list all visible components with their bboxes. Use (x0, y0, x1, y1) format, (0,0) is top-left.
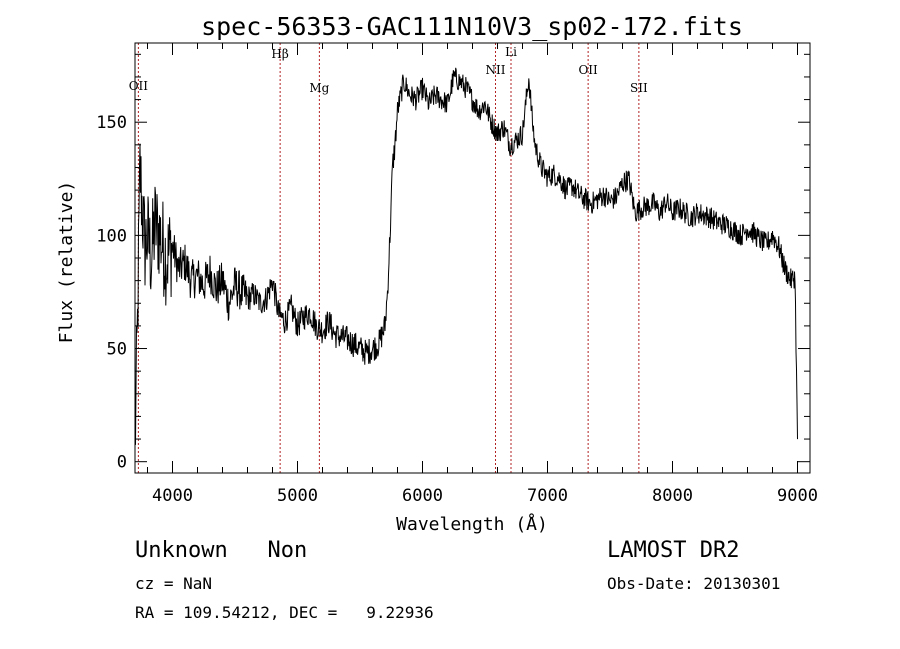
y-tick-label: 0 (117, 453, 127, 473)
x-tick-label: 6000 (402, 486, 443, 506)
marker-label: NII (486, 63, 506, 77)
marker-label: OII (578, 63, 598, 77)
x-tick-label: 7000 (527, 486, 568, 506)
marker-label: SII (630, 81, 648, 95)
x-tick-label: 5000 (277, 486, 318, 506)
plot-frame (134, 42, 811, 474)
marker-label: Hβ (271, 47, 288, 61)
y-tick-label: 150 (96, 113, 127, 133)
info-redshift: cz = NaN (135, 574, 213, 593)
y-tick-label: 100 (96, 226, 127, 246)
x-tick-label: 8000 (652, 486, 693, 506)
marker-label: Mg (309, 81, 329, 95)
info-obs-date: Obs-Date: 20130301 (607, 574, 781, 593)
y-tick-label: 50 (107, 340, 127, 360)
x-axis-label: Wavelength (Å) (396, 513, 548, 535)
axis-ticks: 4000 5000 6000 7000 8000 9000 0 50 100 150 (96, 43, 818, 506)
info-object-type: Unknown Non (135, 538, 308, 563)
y-axis-label: Flux (relative) (56, 181, 77, 344)
marker-label: OII (129, 79, 149, 93)
info-coordinates: RA = 109.54212, DEC = 9.22936 (135, 603, 434, 622)
emission-line-markers: OII Hβ Mg NII Li OII SII (129, 43, 648, 473)
chart-title: spec-56353-GAC111N10V3_sp02-172.fits (201, 12, 743, 41)
spectrum-series-line (134, 67, 798, 445)
x-tick-label: 4000 (152, 486, 193, 506)
info-survey: LAMOST DR2 (607, 538, 740, 563)
x-tick-label: 9000 (777, 486, 818, 506)
marker-label: Li (505, 45, 517, 59)
